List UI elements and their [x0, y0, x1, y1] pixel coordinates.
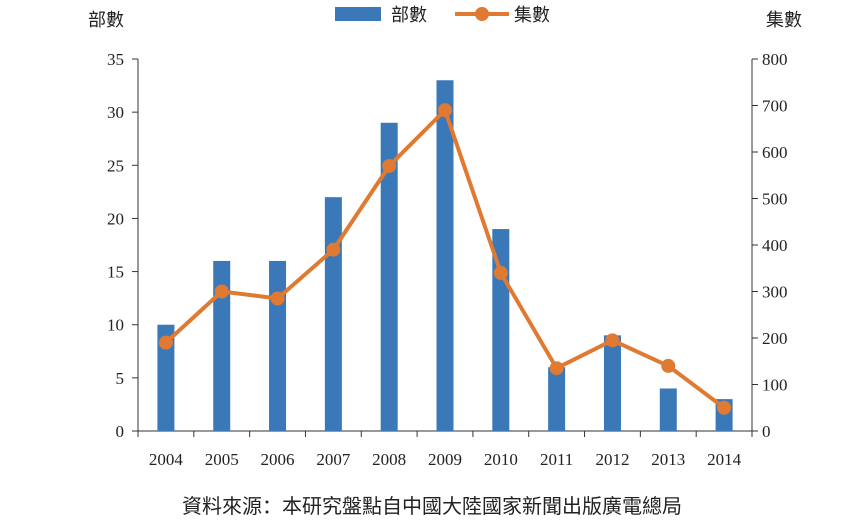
chart-svg: 部數 集數 部數 集數 0 5 10 15 20 25 30 35 0 100 200 300 400 50… [88, 5, 802, 469]
right-tick-label: 0 [762, 422, 771, 441]
right-tick-label: 100 [762, 376, 788, 395]
left-tick-label: 15 [107, 263, 124, 282]
line-series [158, 103, 732, 415]
x-tick-label: 2009 [428, 450, 462, 469]
bar [659, 388, 677, 431]
legend-line-label: 集數 [514, 5, 550, 26]
legend-bar-label: 部數 [391, 5, 427, 26]
x-tick-label: 2013 [651, 450, 685, 469]
x-tick-label: 2011 [540, 450, 573, 469]
right-tick-label: 200 [762, 329, 788, 348]
x-tick-label: 2008 [372, 450, 406, 469]
left-tick-label: 5 [116, 369, 125, 388]
legend-bar-swatch [335, 7, 381, 21]
x-tick-label: 2006 [261, 450, 295, 469]
x-tick-label: 2004 [149, 450, 184, 469]
line-point [605, 333, 620, 348]
bar [157, 324, 175, 431]
bar [548, 367, 566, 431]
bar [269, 260, 287, 431]
line-point [214, 284, 229, 299]
line-point [549, 361, 564, 376]
line-point [493, 265, 508, 280]
left-tick-label: 25 [107, 156, 124, 175]
right-tick-label: 400 [762, 236, 788, 255]
line-point [326, 242, 341, 257]
left-tick-label: 20 [107, 209, 124, 228]
left-tick-label: 30 [107, 103, 124, 122]
x-tick-label: 2012 [595, 450, 629, 469]
x-tick-label: 2014 [707, 450, 742, 469]
left-tick-label: 0 [116, 422, 125, 441]
right-tick-label: 600 [762, 143, 788, 162]
x-tick-label: 2010 [484, 450, 518, 469]
source-caption: 資料來源：本研究盤點自中國大陸國家新聞出版廣電總局 [182, 494, 682, 518]
line-point [382, 158, 397, 173]
line-point [438, 103, 452, 118]
left-tick-label: 10 [107, 316, 124, 335]
line-point [158, 335, 173, 350]
legend-line-marker [475, 7, 489, 21]
bar [603, 335, 621, 431]
legend: 部數 集數 [335, 5, 550, 26]
right-axis-title: 集數 [766, 10, 802, 31]
bar [324, 197, 342, 431]
bar [436, 80, 454, 431]
right-tick-label: 500 [762, 190, 788, 209]
bar-series [157, 80, 733, 432]
right-tick-label: 800 [762, 50, 788, 69]
axes: 0 5 10 15 20 25 30 35 0 100 200 300 400 500 600 700 800 2… [107, 50, 788, 469]
left-tick-label: 35 [107, 50, 124, 69]
x-tick-label: 2005 [205, 450, 239, 469]
x-tick-label: 2007 [316, 450, 351, 469]
line-point [270, 291, 285, 306]
right-tick-label: 300 [762, 283, 788, 302]
right-tick-label: 700 [762, 97, 788, 116]
line-point [661, 358, 676, 373]
bar [213, 260, 231, 431]
left-axis-title: 部數 [88, 10, 124, 31]
line-point [717, 400, 732, 415]
bar [380, 122, 398, 432]
